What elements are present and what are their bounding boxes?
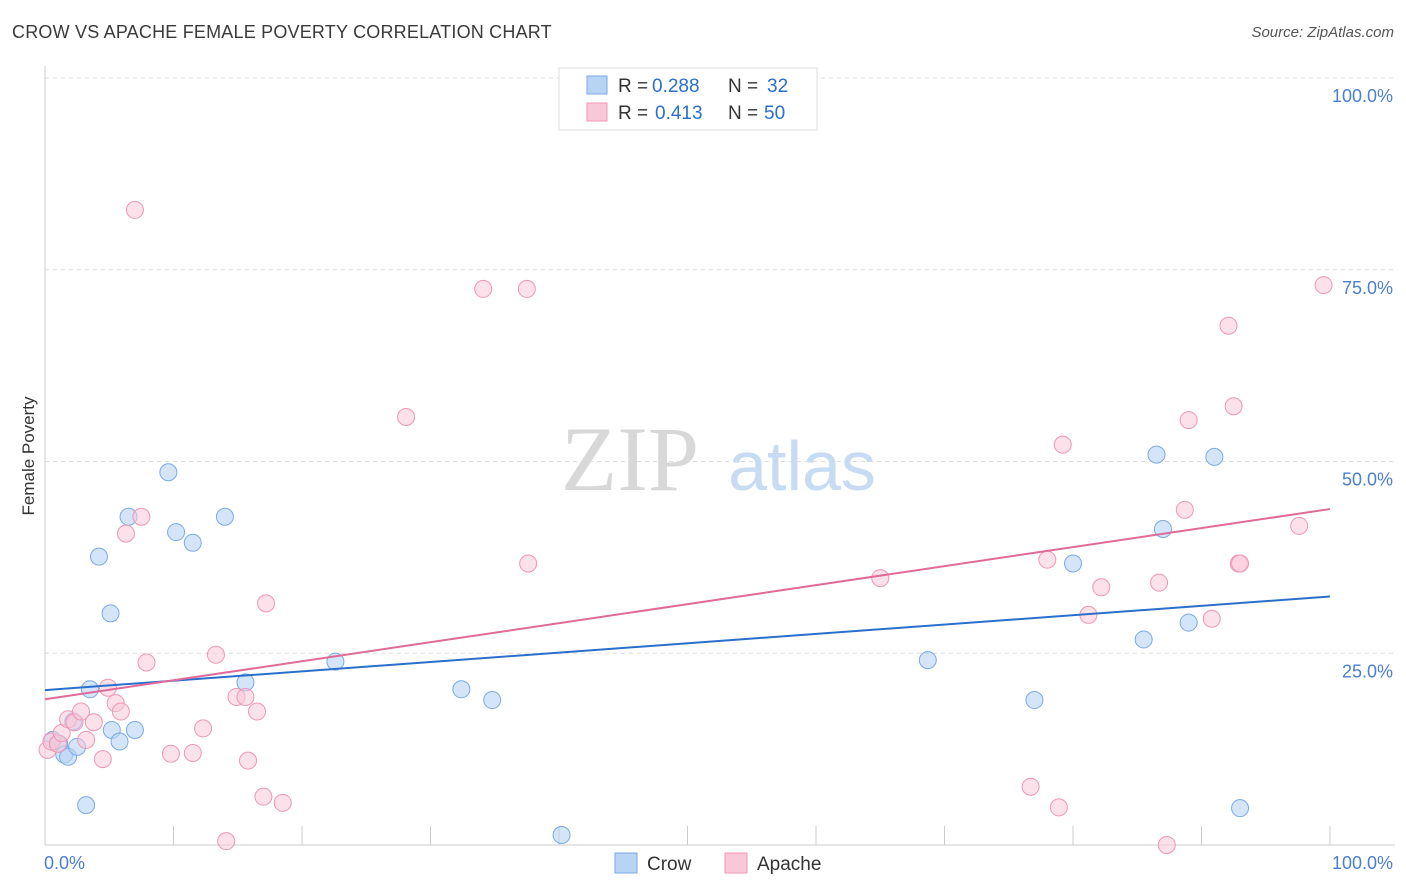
crow-r-value: 0.288 — [652, 76, 700, 97]
apache-point — [1224, 397, 1243, 416]
crow-point — [1064, 554, 1082, 573]
crow-point — [1134, 630, 1153, 649]
apache-point — [206, 645, 225, 664]
tick-labels: 25.0% 50.0% 75.0% 100.0% 0.0% 100.0% — [44, 86, 1393, 873]
crow-point — [101, 604, 120, 623]
apache-r-value: 0.413 — [655, 103, 703, 124]
crow-point — [77, 796, 96, 815]
apache-point — [517, 279, 536, 298]
apache-point — [111, 702, 130, 721]
crow-point — [159, 463, 178, 482]
apache-point — [1219, 316, 1238, 335]
crow-point — [80, 680, 99, 699]
apache-legend-swatch — [586, 102, 608, 122]
apache-point — [257, 594, 276, 613]
apache-point — [84, 713, 103, 732]
apache-legend-label: Apache — [757, 854, 821, 875]
y-tick-label: 25.0% — [1342, 661, 1393, 681]
watermark: ZIP atlas — [561, 408, 876, 510]
apache-point — [1290, 516, 1309, 535]
apache-point — [1053, 435, 1072, 454]
crow-point — [1179, 613, 1198, 632]
series-legend: Crow Apache — [614, 852, 821, 875]
apache-point — [77, 730, 96, 749]
apache-point — [871, 569, 890, 588]
chart-title: CROW VS APACHE FEMALE POVERTY CORRELATIO… — [12, 22, 552, 42]
apache-point — [161, 744, 180, 763]
grid-lines — [45, 77, 1395, 654]
crow-n-label: N = — [728, 76, 758, 97]
crow-point — [167, 523, 186, 542]
stats-legend: R = 0.288 N = 32 R = 0.413 N = 50 — [558, 67, 818, 131]
crow-point — [1231, 799, 1250, 818]
apache-point — [1021, 777, 1040, 796]
y-tick-label: 50.0% — [1342, 470, 1393, 490]
apache-point — [1092, 578, 1111, 597]
crow-point — [89, 547, 108, 566]
crow-r-label: R = — [618, 76, 648, 97]
apache-point — [116, 524, 135, 543]
apache-n-label: N = — [728, 103, 758, 124]
apache-point — [1038, 550, 1057, 569]
crow-trend-line — [44, 595, 1331, 692]
apache-point — [125, 200, 144, 219]
crow-legend-label: Crow — [647, 854, 692, 875]
apache-point — [254, 787, 273, 806]
apache-trend-line — [44, 508, 1331, 701]
apache-point — [236, 687, 255, 706]
apache-point — [239, 751, 258, 770]
apache-point — [397, 408, 416, 427]
apache-point — [217, 832, 236, 851]
apache-point — [273, 793, 292, 812]
apache-point — [1231, 554, 1250, 573]
crow-point — [452, 680, 471, 699]
apache-point — [98, 678, 117, 697]
apache-n-value: 50 — [764, 103, 785, 124]
watermark-zip: ZIP — [561, 408, 699, 510]
y-tick-label: 100.0% — [1332, 86, 1393, 106]
apache-point — [1202, 609, 1221, 628]
crow-n-value: 32 — [767, 76, 788, 97]
crow-point — [1147, 445, 1166, 464]
crow-point — [483, 691, 502, 710]
crow-legend-swatch — [586, 75, 608, 95]
apache-r-label: R = — [618, 103, 648, 124]
watermark-atlas: atlas — [728, 427, 876, 505]
x-tick-label: 100.0% — [1332, 853, 1393, 873]
y-tick-label: 75.0% — [1342, 278, 1393, 298]
apache-point — [474, 279, 493, 298]
crow-point — [1205, 447, 1224, 466]
y-axis-title: Female Poverty — [19, 396, 38, 516]
apache-point — [1175, 500, 1194, 519]
apache-point — [248, 702, 267, 721]
apache-point — [183, 743, 202, 762]
apache-bottom-swatch — [724, 852, 748, 874]
apache-point — [1150, 573, 1169, 592]
trend-lines — [44, 508, 1331, 701]
crow-point — [918, 651, 937, 670]
apache-point — [1314, 276, 1333, 295]
axes — [44, 66, 1395, 846]
apache-point — [1157, 836, 1176, 854]
apache-point — [71, 702, 90, 721]
crow-bottom-swatch — [614, 852, 638, 874]
crow-point — [110, 732, 129, 751]
crow-point — [183, 533, 202, 552]
apache-point — [137, 653, 156, 672]
chart-source: Source: ZipAtlas.com — [1251, 24, 1394, 41]
apache-points — [38, 200, 1333, 854]
crow-point — [1025, 691, 1044, 710]
apache-point — [132, 507, 151, 526]
crow-point — [125, 720, 144, 739]
crow-point — [552, 826, 571, 845]
apache-point — [519, 554, 538, 573]
apache-point — [93, 750, 112, 769]
crow-point — [215, 507, 234, 526]
x-tick-label: 0.0% — [44, 853, 85, 873]
apache-point — [1179, 411, 1198, 430]
apache-point — [1049, 798, 1068, 817]
apache-point — [194, 719, 213, 738]
